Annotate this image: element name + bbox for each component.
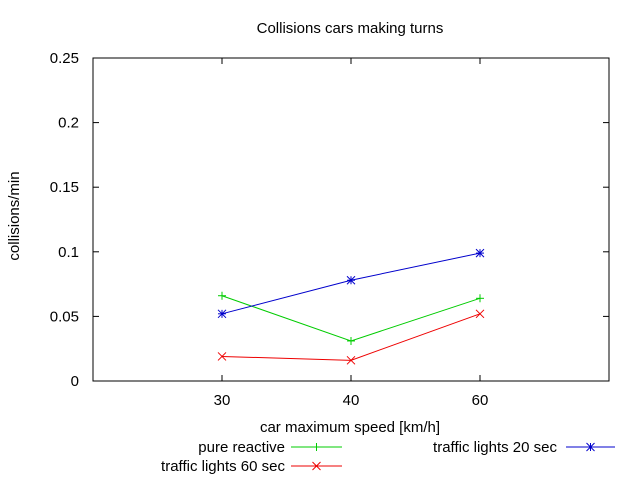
data-point: [217, 309, 227, 319]
chart-title: Collisions cars making turns: [257, 20, 444, 37]
series-1: [217, 309, 485, 365]
series-0: [218, 291, 484, 345]
x-tick-label: 60: [472, 392, 489, 409]
data-point: [217, 352, 227, 361]
x-axis-label: car maximum speed [km/h]: [260, 419, 440, 436]
data-point: [475, 248, 485, 258]
legend-label: traffic lights 20 sec: [433, 439, 557, 456]
series-2: [217, 248, 485, 319]
legend-label: traffic lights 60 sec: [161, 458, 285, 475]
y-tick-label: 0.1: [58, 244, 79, 261]
y-tick-label: 0: [71, 373, 79, 390]
legend-entry: pure reactive: [198, 439, 342, 456]
y-tick-label: 0.15: [50, 179, 79, 196]
legend-marker: [586, 442, 595, 452]
data-point: [346, 355, 356, 365]
y-tick-label: 0.25: [50, 50, 79, 67]
legend-entry: traffic lights 20 sec: [433, 439, 615, 456]
y-axis-label: collisions/min: [6, 171, 23, 260]
legend-entry: traffic lights 60 sec: [161, 458, 342, 475]
y-tick-label: 0.05: [50, 308, 79, 325]
legend-label: pure reactive: [198, 439, 285, 456]
axis-ticks: 0 0.05 0.1 0.15 0.2 0.25 30 40 60: [50, 50, 609, 409]
legend: pure reactive traffic lights 60 sec traffi…: [161, 439, 615, 475]
x-tick-label: 30: [214, 392, 231, 409]
data-point: [475, 309, 485, 319]
x-tick-label: 40: [343, 392, 360, 409]
series-layer: [217, 248, 485, 365]
y-tick-label: 0.2: [58, 115, 79, 132]
data-point: [346, 275, 356, 285]
legend-marker: [312, 461, 321, 471]
